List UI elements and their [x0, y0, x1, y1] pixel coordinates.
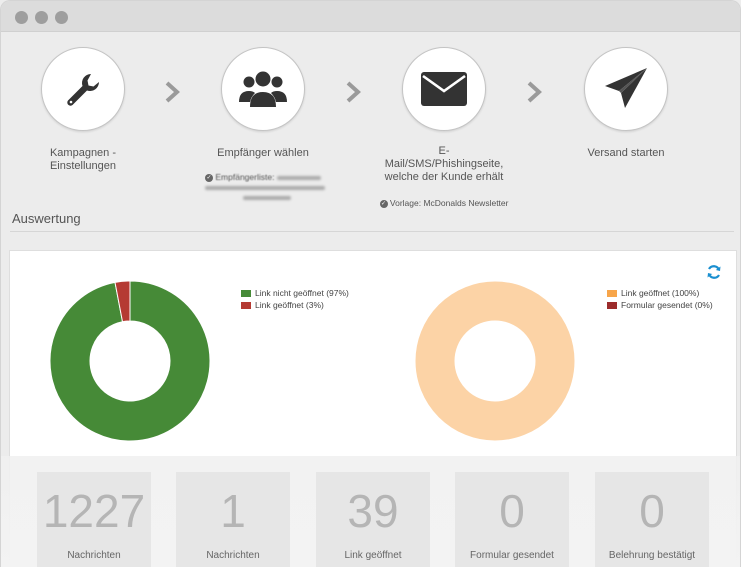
- stat-label: Nachrichten: [206, 550, 260, 561]
- legend-item: Link geöffnet (100%): [607, 287, 713, 299]
- stat-value: 1: [220, 485, 246, 537]
- chevron-right-icon: [346, 81, 361, 103]
- step-campaign-settings[interactable]: Kampagnen - Einstellungen: [13, 47, 153, 173]
- users-icon: [239, 71, 287, 107]
- check-circle-icon: ✓: [379, 199, 388, 208]
- chevron-right-icon: [527, 81, 542, 103]
- legend-swatch: [607, 289, 617, 297]
- template-label: Vorlage: McDonalds Newsletter: [389, 198, 509, 208]
- step-message-content[interactable]: E- Mail/SMS/Phishingseite, welche der Ku…: [374, 47, 514, 184]
- stat-label: Belehrung bestätigt: [608, 550, 696, 561]
- step-circle[interactable]: [221, 47, 305, 131]
- stat-label: Nachrichten: [67, 550, 121, 561]
- legend-label: Link nicht geöffnet (97%): [255, 288, 349, 298]
- step-label: Versand starten: [587, 147, 665, 159]
- close-window-control[interactable]: [15, 11, 28, 24]
- check-circle-icon: ✓: [205, 173, 213, 182]
- stat-tile-link-opened: 39 Link geöffnet: [316, 472, 430, 567]
- legend-label: Link geöffnet (3%): [255, 300, 324, 310]
- stat-label: Formular gesendet: [470, 550, 554, 561]
- step-start-sending[interactable]: Versand starten: [556, 47, 696, 160]
- legend-swatch: [607, 301, 617, 309]
- legend-item: Link geöffnet (3%): [241, 299, 349, 311]
- wrench-icon: [67, 73, 100, 106]
- stat-tile-messages: 1 Nachrichten: [176, 472, 290, 567]
- legend-swatch: [241, 289, 251, 297]
- donut-slice-0[interactable]: [414, 280, 576, 442]
- donut-chart-link-status: [49, 280, 211, 442]
- maximize-window-control[interactable]: [55, 11, 68, 24]
- step-circle[interactable]: [41, 47, 125, 131]
- divider: [10, 231, 734, 232]
- stat-value: 0: [499, 485, 525, 537]
- legend-label: Link geöffnet (100%): [621, 288, 700, 298]
- title-bar: [1, 1, 740, 32]
- paper-plane-icon: [605, 68, 647, 108]
- stat-tile-messages-sent: 1227 Nachrichten: [37, 472, 151, 567]
- chevron-right-icon: [165, 81, 180, 103]
- stat-label: Link geöffnet: [344, 550, 402, 561]
- stat-value: 1227: [42, 485, 146, 537]
- step-label: E- Mail/SMS/Phishingseite, welche der Ku…: [384, 145, 504, 183]
- step-select-recipients[interactable]: Empfänger wählen: [193, 47, 333, 160]
- donut-chart-form-status: [414, 280, 576, 442]
- envelope-icon: [421, 72, 467, 106]
- redacted-text: [243, 196, 291, 200]
- section-title: Auswertung: [12, 211, 81, 226]
- stat-value: 0: [639, 485, 665, 537]
- step-label: Kampagnen - Einstellungen: [49, 147, 117, 172]
- legend-chart-1: Link nicht geöffnet (97%) Link geöffnet …: [241, 287, 349, 311]
- donut-slice-0[interactable]: [49, 280, 211, 442]
- redacted-text: [205, 186, 325, 190]
- step-label: Empfänger wählen: [217, 147, 309, 159]
- template-note: ✓ Vorlage: McDonalds Newsletter: [364, 198, 524, 208]
- step-circle[interactable]: [402, 47, 486, 131]
- legend-label: Formular gesendet (0%): [621, 300, 713, 310]
- recipient-list-note: ✓ Empfängerliste:: [205, 172, 329, 202]
- redacted-text: [276, 175, 321, 180]
- legend-item: Link nicht geöffnet (97%): [241, 287, 349, 299]
- legend-chart-2: Link geöffnet (100%) Formular gesendet (…: [607, 287, 713, 311]
- stat-value: 39: [347, 485, 399, 537]
- recipient-list-label: Empfängerliste:: [215, 172, 275, 182]
- legend-item: Formular gesendet (0%): [607, 299, 713, 311]
- stat-tile-instruction-confirmed: 0 Belehrung bestätigt: [595, 472, 709, 567]
- refresh-icon[interactable]: [706, 264, 722, 280]
- minimize-window-control[interactable]: [35, 11, 48, 24]
- donut-slice-1[interactable]: [114, 280, 131, 323]
- step-circle[interactable]: [584, 47, 668, 131]
- legend-swatch: [241, 301, 251, 309]
- stat-tile-form-sent: 0 Formular gesendet: [455, 472, 569, 567]
